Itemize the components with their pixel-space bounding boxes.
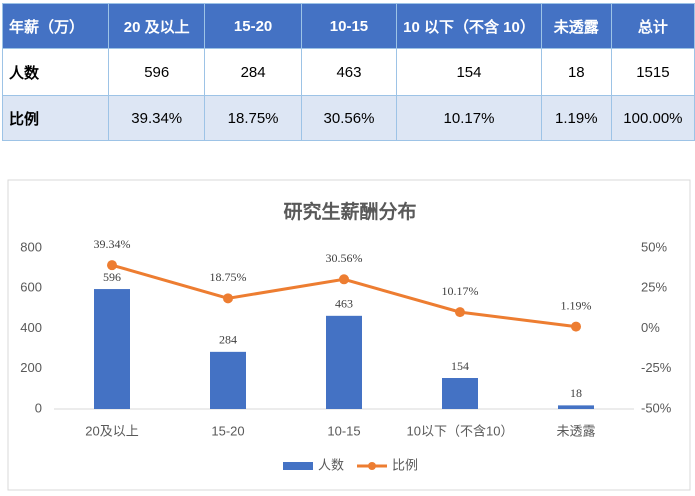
line-value-label: 1.19% bbox=[561, 298, 592, 312]
table-cell: 年薪（万） bbox=[1, 3, 110, 49]
line-marker bbox=[107, 260, 117, 271]
table-cell: 比例 bbox=[1, 95, 110, 141]
bar bbox=[326, 315, 362, 409]
line-value-label: 10.17% bbox=[442, 284, 479, 298]
x-tick-label: 10以下（不含10） bbox=[407, 423, 514, 438]
y2-tick-label: -50% bbox=[641, 400, 672, 415]
bar bbox=[442, 378, 478, 409]
table-cell: 10-15 bbox=[300, 3, 398, 49]
x-tick-label: 15-20 bbox=[211, 423, 244, 438]
table-row: 人数 596 284 463 154 18 1515 bbox=[1, 48, 695, 96]
y2-tick-label: 0% bbox=[641, 320, 660, 335]
y-tick-label: 600 bbox=[20, 280, 42, 295]
table-cell: 18 bbox=[540, 48, 612, 96]
table-cell: 10 以下（不含 10） bbox=[396, 3, 542, 49]
y-tick-label: 800 bbox=[20, 239, 42, 254]
y-tick-label: 0 bbox=[35, 400, 42, 415]
line-value-label: 39.34% bbox=[94, 237, 131, 251]
table-cell: 总计 bbox=[610, 3, 695, 49]
salary-table: 年薪（万） 20 及以上 15-20 10-15 10 以下（不含 10） 未透露 总计 人数… bbox=[1, 3, 695, 141]
table-cell: 18.75% bbox=[204, 95, 302, 141]
table-row: 比例 39.34% 18.75% 30.56% 10.17% 1.19% 100.00% bbox=[1, 95, 695, 141]
line-marker bbox=[455, 307, 465, 318]
table-cell: 1515 bbox=[610, 48, 695, 96]
line-marker bbox=[223, 293, 233, 304]
bar bbox=[210, 351, 246, 409]
table-row: 年薪（万） 20 及以上 15-20 10-15 10 以下（不含 10） 未透露 总计 bbox=[1, 3, 695, 49]
y2-tick-label: 25% bbox=[641, 280, 667, 295]
table-cell: 1.19% bbox=[540, 95, 612, 141]
bar-value-label: 154 bbox=[451, 359, 469, 373]
y-tick-label: 200 bbox=[20, 360, 42, 375]
legend-label: 比例 bbox=[392, 457, 418, 472]
bar-value-label: 596 bbox=[103, 270, 121, 284]
table-cell: 30.56% bbox=[300, 95, 398, 141]
table-cell: 未透露 bbox=[540, 3, 612, 49]
legend-swatch bbox=[368, 462, 376, 470]
legend-swatch bbox=[283, 462, 313, 470]
table-cell: 10.17% bbox=[396, 95, 542, 141]
y-tick-label: 400 bbox=[20, 320, 42, 335]
table-cell: 596 bbox=[108, 48, 206, 96]
legend-label: 人数 bbox=[318, 457, 344, 472]
line-value-label: 18.75% bbox=[210, 270, 247, 284]
table-cell: 154 bbox=[396, 48, 542, 96]
x-tick-label: 10-15 bbox=[327, 423, 360, 438]
x-tick-label: 20及以上 bbox=[85, 423, 138, 438]
chart-title: 研究生薪酬分布 bbox=[283, 200, 416, 223]
table-cell: 人数 bbox=[1, 48, 110, 96]
line-marker bbox=[571, 321, 581, 332]
x-tick-label: 未透露 bbox=[556, 423, 595, 438]
bar-value-label: 284 bbox=[219, 333, 237, 347]
bar-value-label: 18 bbox=[570, 386, 582, 400]
table-cell: 284 bbox=[204, 48, 302, 96]
bar bbox=[558, 405, 594, 409]
line-marker bbox=[339, 274, 349, 285]
table-cell: 463 bbox=[300, 48, 398, 96]
bar bbox=[94, 289, 130, 409]
line-value-label: 30.56% bbox=[326, 251, 363, 265]
bar-value-label: 463 bbox=[335, 297, 353, 311]
y2-tick-label: -25% bbox=[641, 360, 672, 375]
y2-tick-label: 50% bbox=[641, 239, 667, 254]
table-cell: 100.00% bbox=[610, 95, 695, 141]
